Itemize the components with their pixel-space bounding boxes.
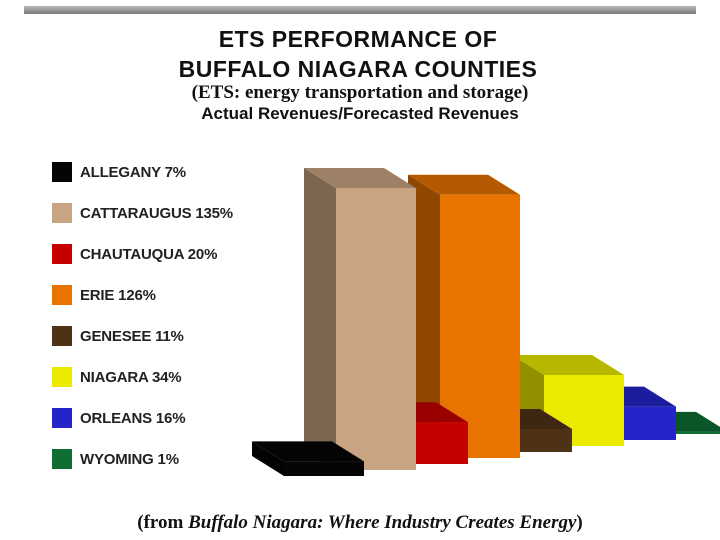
footer-prefix: (from	[137, 512, 189, 533]
bar-allegany-top	[252, 441, 364, 462]
legend-swatch	[52, 203, 72, 223]
legend-label: WYOMING 1%	[80, 450, 179, 468]
legend-item-chautauqua: CHAUTAUQUA 20%	[52, 242, 217, 266]
legend-item-cattaraugus: CATTARAUGUS 135%	[52, 201, 233, 225]
bar-cattaraugus-top	[304, 168, 416, 188]
legend-label: CATTARAUGUS 135%	[80, 204, 233, 222]
bar-erie-top	[408, 174, 520, 195]
legend-label: ERIE 126%	[80, 286, 156, 304]
bar-cattaraugus-side	[304, 168, 336, 470]
legend-item-genesee: GENESEE 11%	[52, 324, 184, 348]
legend-item-allegany: ALLEGANY 7%	[52, 160, 186, 184]
legend-item-erie: ERIE 126%	[52, 283, 156, 307]
bar-niagara-top	[512, 354, 624, 375]
bar-allegany-side	[252, 441, 284, 476]
legend-swatch	[52, 162, 72, 182]
legend-swatch	[52, 326, 72, 346]
source-footer: (from Buffalo Niagara: Where Industry Cr…	[0, 512, 720, 534]
bar-erie	[440, 194, 520, 459]
legend-label: CHAUTAUQUA 20%	[80, 245, 218, 263]
legend-swatch	[52, 449, 72, 469]
legend-label: ORLEANS 16%	[80, 409, 186, 427]
chart-title-line-2: BUFFALO NIAGARA COUNTIES	[178, 56, 538, 82]
bar-allegany	[284, 461, 364, 476]
legend-label: NIAGARA 34%	[80, 368, 182, 386]
legend-label: GENESEE 11%	[80, 327, 184, 345]
legend-item-niagara: NIAGARA 34%	[52, 365, 182, 389]
top-divider-bar	[24, 6, 696, 14]
chart-subtitle-ratio: Actual Revenues/Forecasted Revenues	[201, 104, 519, 123]
legend-swatch	[52, 244, 72, 264]
chart-title-line-1: ETS PERFORMANCE OF	[218, 26, 498, 52]
legend-item-wyoming: WYOMING 1%	[52, 447, 179, 471]
legend-item-orleans: ORLEANS 16%	[52, 406, 186, 430]
legend-label: ALLEGANY 7%	[80, 163, 186, 181]
legend-swatch	[52, 285, 72, 305]
legend-swatch	[52, 408, 72, 428]
footer-source-title: Buffalo Niagara: Where Industry Creates …	[188, 512, 577, 533]
footer-suffix: )	[576, 512, 583, 533]
chart-subtitle-ets: (ETS: energy transportation and storage)	[191, 82, 529, 103]
bar-cattaraugus	[336, 188, 416, 470]
legend-swatch	[52, 367, 72, 387]
